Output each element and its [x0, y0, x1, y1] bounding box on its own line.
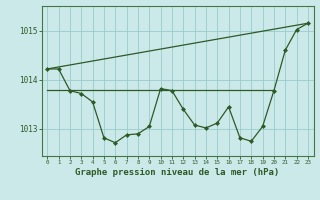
- X-axis label: Graphe pression niveau de la mer (hPa): Graphe pression niveau de la mer (hPa): [76, 168, 280, 177]
